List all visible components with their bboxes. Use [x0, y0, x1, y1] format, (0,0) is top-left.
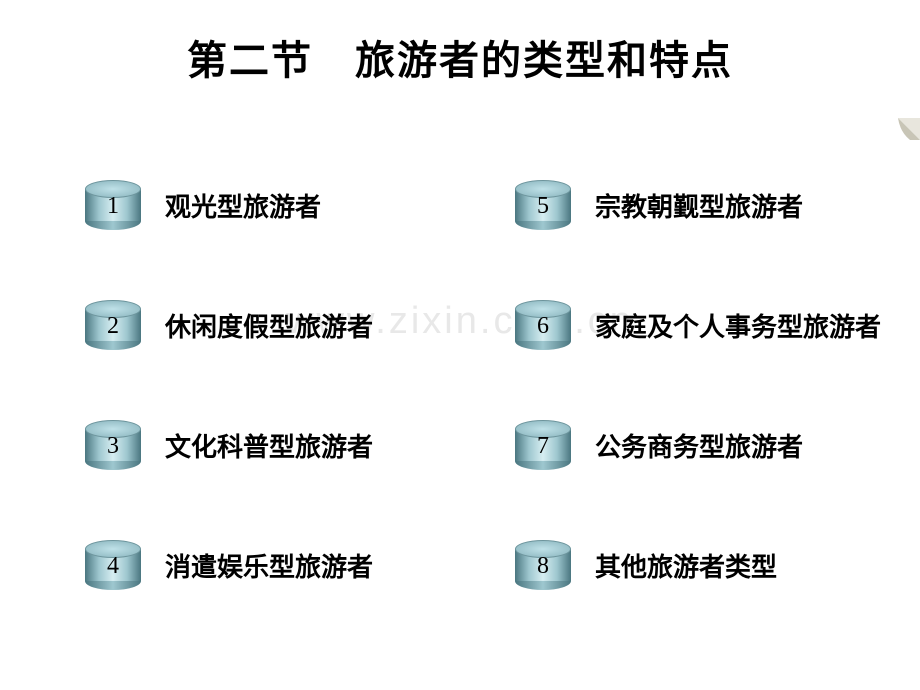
cylinder-icon: 5: [515, 180, 571, 230]
page-curl-icon: [898, 118, 920, 140]
item-label: 公务商务型旅游者: [595, 427, 803, 464]
item-number: 4: [85, 553, 141, 580]
item-number: 8: [515, 553, 571, 580]
slide-title: 第二节 旅游者的类型和特点: [0, 28, 920, 86]
item-label: 观光型旅游者: [165, 187, 321, 224]
list-item: 5 宗教朝觐型旅游者: [515, 180, 803, 230]
list-item: 6 家庭及个人事务型旅游者: [515, 300, 881, 350]
cylinder-icon: 1: [85, 180, 141, 230]
cylinder-icon: 7: [515, 420, 571, 470]
item-number: 6: [515, 313, 571, 340]
cylinder-icon: 2: [85, 300, 141, 350]
item-label: 宗教朝觐型旅游者: [595, 187, 803, 224]
list-item: 1 观光型旅游者: [85, 180, 321, 230]
item-label: 其他旅游者类型: [595, 547, 777, 584]
item-label: 家庭及个人事务型旅游者: [595, 307, 881, 344]
item-label: 消遣娱乐型旅游者: [165, 547, 373, 584]
cylinder-icon: 8: [515, 540, 571, 590]
item-number: 7: [515, 433, 571, 460]
item-number: 2: [85, 313, 141, 340]
list-item: 4 消遣娱乐型旅游者: [85, 540, 373, 590]
list-item: 7 公务商务型旅游者: [515, 420, 803, 470]
item-number: 3: [85, 433, 141, 460]
cylinder-icon: 6: [515, 300, 571, 350]
list-item: 8 其他旅游者类型: [515, 540, 777, 590]
item-label: 休闲度假型旅游者: [165, 307, 373, 344]
list-item: 2 休闲度假型旅游者: [85, 300, 373, 350]
item-number: 1: [85, 193, 141, 220]
cylinder-icon: 4: [85, 540, 141, 590]
list-item: 3 文化科普型旅游者: [85, 420, 373, 470]
item-number: 5: [515, 193, 571, 220]
item-label: 文化科普型旅游者: [165, 427, 373, 464]
cylinder-icon: 3: [85, 420, 141, 470]
